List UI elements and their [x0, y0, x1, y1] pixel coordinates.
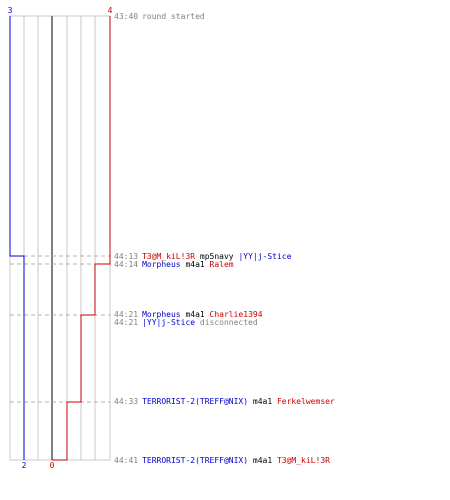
- weapon: m4a1: [248, 397, 277, 406]
- event-time: 44:21: [114, 318, 138, 327]
- victim: |YY|j-Stice: [238, 252, 291, 261]
- event-row: 44:41 TERRORIST-2(TREFF@NIX) m4a1 T3@M_ki…: [114, 456, 330, 465]
- weapon: m4a1: [248, 456, 277, 465]
- victim: Ralem: [210, 260, 234, 269]
- blue-end-score: 2: [22, 461, 27, 470]
- event-time: 44:33: [114, 397, 138, 406]
- blue-start-score: 3: [8, 6, 13, 15]
- victim: Charlie1394: [210, 310, 263, 319]
- event-row: 44:21 Morpheus m4a1 Charlie1394: [114, 310, 263, 319]
- killer: TERRORIST-2(TREFF@NIX): [142, 456, 248, 465]
- killer: Morpheus: [142, 310, 181, 319]
- red-end-score: 0: [50, 461, 55, 470]
- event-text: round started: [142, 12, 205, 21]
- killer: Morpheus: [142, 260, 181, 269]
- event-row: 44:33 TERRORIST-2(TREFF@NIX) m4a1 Ferkelw…: [114, 397, 335, 406]
- event-guides: [10, 255, 110, 403]
- round-start-line: 43:40 round started: [114, 12, 205, 21]
- event-time: 43:40: [114, 12, 138, 21]
- victim: T3@M_kiL!3R: [277, 456, 330, 465]
- killer: T3@M_kiL!3R: [142, 252, 195, 261]
- player: |YY|j-Stice: [142, 318, 195, 327]
- blue-team-line: [9, 16, 25, 460]
- weapon: mp5navy: [195, 252, 238, 261]
- red-team-line: [52, 16, 111, 461]
- event-row: 44:14 Morpheus m4a1 Ralem: [114, 260, 234, 269]
- grid-lines: [23, 16, 96, 460]
- killer: TERRORIST-2(TREFF@NIX): [142, 397, 248, 406]
- event-time: 44:41: [114, 456, 138, 465]
- red-start-score: 4: [108, 6, 113, 15]
- event-time: 44:21: [114, 310, 138, 319]
- event-row: 44:21 |YY|j-Stice disconnected: [114, 318, 258, 327]
- weapon: m4a1: [181, 260, 210, 269]
- event-time: 44:13: [114, 252, 138, 261]
- victim: Ferkelwemser: [277, 397, 335, 406]
- event-row: 44:13 T3@M_kiL!3R mp5navy |YY|j-Stice: [114, 252, 292, 261]
- event-time: 44:14: [114, 260, 138, 269]
- event-list: 44:13 T3@M_kiL!3R mp5navy |YY|j-Stice 44:…: [114, 252, 335, 465]
- weapon: m4a1: [181, 310, 210, 319]
- status: disconnected: [195, 318, 258, 327]
